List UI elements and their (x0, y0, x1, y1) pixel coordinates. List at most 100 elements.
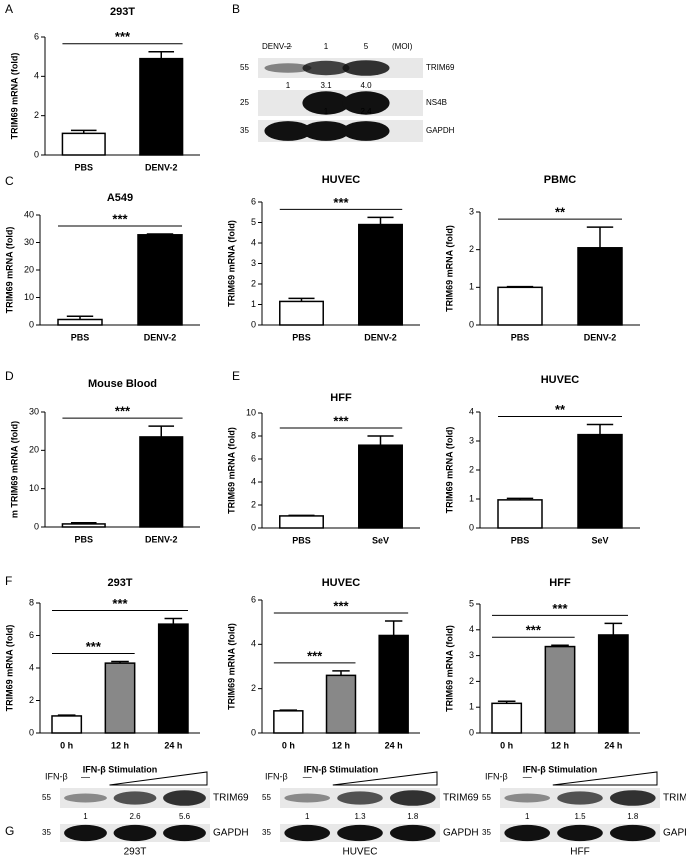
blot-band (113, 791, 157, 805)
blot-band (389, 790, 436, 806)
chart-title: HUVEC (322, 577, 361, 589)
band-quant: 1.5 (574, 812, 586, 821)
dose-triangle (552, 771, 658, 786)
x-axis-label: IFN-β Stimulation (304, 764, 379, 774)
significance-label: *** (552, 601, 568, 616)
bar (358, 444, 403, 529)
x-tick-label: SeV (372, 535, 389, 545)
y-tick-label: 4 (469, 406, 474, 416)
significance-label: ** (555, 205, 566, 220)
band-quant: 1.8 (407, 812, 419, 821)
blot-band (163, 824, 206, 842)
chart-title: HUVEC (322, 174, 361, 186)
x-tick-label: PBS (292, 535, 311, 545)
bar (139, 436, 184, 528)
y-tick-label: 2 (469, 244, 474, 254)
blot-band (609, 790, 656, 806)
y-tick-label: 10 (24, 292, 34, 302)
significance-label: *** (112, 211, 128, 226)
band-quant: 1.8 (627, 812, 639, 821)
x-tick-label: PBS (74, 534, 93, 544)
y-tick-label: 0 (34, 521, 39, 531)
x-tick-label: PBS (74, 162, 93, 172)
y-axis-label: TRIM69 mRNA (fold) (444, 427, 454, 514)
y-tick-label: 4 (469, 624, 474, 634)
band-quant: 1.3 (354, 812, 366, 821)
y-tick-label: 30 (24, 237, 34, 247)
band-quant: 3.1 (320, 81, 332, 90)
band-quant: 4.0 (360, 81, 372, 90)
blot-caption: 293T (124, 847, 147, 858)
x-tick-label: PBS (71, 332, 90, 342)
y-tick-label: 6 (251, 196, 256, 206)
lane-label: — (523, 771, 532, 781)
y-tick-label: 3 (469, 206, 474, 216)
blot-band (64, 793, 107, 803)
blot-band (557, 791, 603, 805)
panel-letter: G (5, 824, 14, 838)
y-axis-label: TRIM69 mRNA (fold) (4, 625, 14, 712)
y-tick-label: 5 (251, 217, 256, 227)
band-name: GAPDH (443, 828, 479, 839)
y-tick-label: 6 (34, 31, 39, 41)
marker-label: 35 (262, 828, 271, 837)
blot-caption: HFF (570, 847, 589, 858)
x-tick-label: 0 h (60, 740, 73, 750)
y-tick-label: 10 (246, 407, 256, 417)
x-tick-label: DENV-2 (144, 332, 177, 342)
marker-label: 35 (240, 126, 249, 135)
blot-band (609, 824, 656, 842)
y-tick-label: 2 (34, 110, 39, 120)
y-tick-label: 3 (469, 435, 474, 445)
y-tick-label: 4 (251, 476, 256, 486)
blot-band (337, 791, 383, 805)
significance-label: *** (112, 596, 128, 611)
y-tick-label: 30 (29, 406, 39, 416)
significance-label: *** (333, 195, 349, 210)
marker-label: 55 (240, 63, 249, 72)
bar (104, 662, 136, 734)
y-tick-label: 1 (469, 493, 474, 503)
x-tick-label: DENV-2 (584, 332, 617, 342)
blot-band (264, 63, 312, 73)
band-name: GAPDH (663, 828, 686, 839)
blot-band (302, 60, 350, 76)
marker-label: 35 (42, 828, 51, 837)
y-axis-label: TRIM69 mRNA (fold) (444, 225, 454, 312)
blot-band (302, 121, 350, 141)
y-tick-label: 4 (251, 639, 256, 649)
panel-letter: D (5, 369, 14, 383)
chart-title: HFF (549, 577, 571, 589)
bar (597, 634, 629, 734)
bar (137, 234, 183, 326)
blot-band (163, 790, 206, 806)
band-name: TRIM69 (443, 793, 479, 804)
x-tick-label: DENV-2 (145, 534, 178, 544)
y-tick-label: 0 (469, 727, 474, 737)
y-tick-label: 2 (469, 676, 474, 686)
band-quant: 1 (305, 812, 310, 821)
x-tick-label: PBS (511, 535, 530, 545)
blot-band (504, 824, 551, 842)
y-tick-label: 1 (469, 702, 474, 712)
significance-label: ** (555, 402, 566, 417)
y-tick-label: 2 (469, 464, 474, 474)
band-quant: 1 (286, 81, 291, 90)
y-tick-label: 0 (251, 319, 256, 329)
x-tick-label: 12 h (111, 740, 129, 750)
bar (378, 634, 409, 734)
y-axis-label: TRIM69 mRNA (fold) (9, 53, 19, 140)
significance-label: *** (115, 404, 131, 419)
y-tick-label: 20 (24, 264, 34, 274)
y-tick-label: 0 (29, 727, 34, 737)
significance-label: *** (86, 639, 102, 654)
y-tick-label: 1 (469, 282, 474, 292)
chart-title: PBMC (544, 174, 576, 186)
marker-label: 55 (482, 793, 491, 802)
y-tick-label: 0 (251, 727, 256, 737)
bar (61, 523, 106, 528)
lane-label: — (284, 42, 292, 51)
band-quant: 1 (83, 812, 88, 821)
panel-letter: A (5, 2, 13, 16)
y-tick-label: 6 (251, 453, 256, 463)
